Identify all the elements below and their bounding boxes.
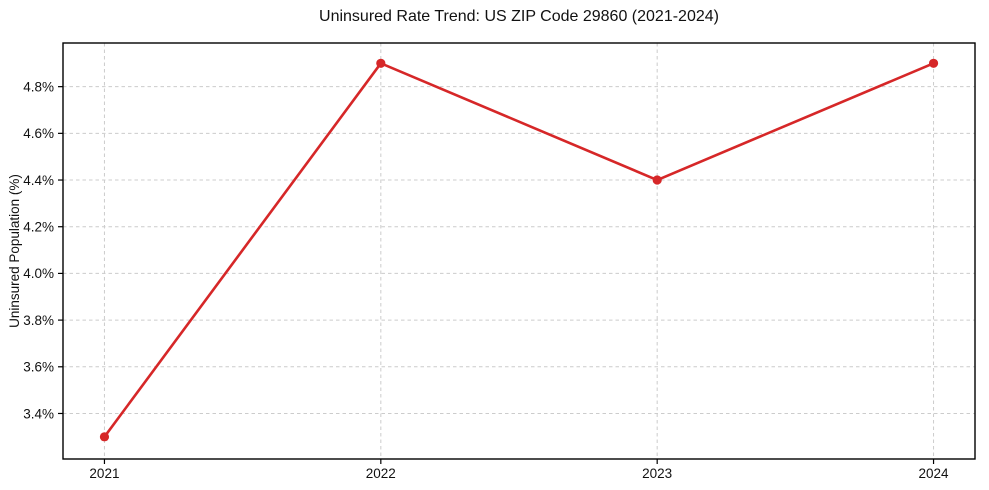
- y-tick-label: 3.4%: [23, 406, 54, 421]
- data-point: [652, 175, 662, 185]
- y-tick-label: 3.6%: [23, 360, 54, 375]
- y-tick-label: 4.0%: [23, 266, 54, 281]
- series-line: [103, 62, 935, 439]
- data-point: [99, 432, 110, 442]
- data-point: [376, 58, 386, 68]
- axes: 3.4% 3.6% 3.8% 4.0% 4.2% 4.4% 4.6% 4.8% 2021 2022…: [23, 79, 949, 481]
- gridlines: [63, 43, 975, 459]
- x-tick-label: 2021: [89, 466, 119, 481]
- plot-border: [62, 42, 976, 460]
- x-tick-label: 2022: [366, 466, 396, 481]
- x-tick-label: 2023: [642, 466, 672, 481]
- data-point: [928, 58, 939, 68]
- y-tick-label: 4.8%: [23, 79, 54, 94]
- y-tick-label: 4.4%: [23, 173, 54, 188]
- y-tick-label: 3.8%: [23, 313, 54, 328]
- y-tick-label: 4.6%: [23, 126, 54, 141]
- data-series: [99, 58, 939, 442]
- x-tick-label: 2024: [919, 466, 950, 481]
- chart-title: Uninsured Rate Trend: US ZIP Code 29860 …: [319, 8, 719, 25]
- y-axis-label: Uninsured Population (%): [7, 174, 22, 328]
- y-tick-label: 4.2%: [23, 220, 54, 235]
